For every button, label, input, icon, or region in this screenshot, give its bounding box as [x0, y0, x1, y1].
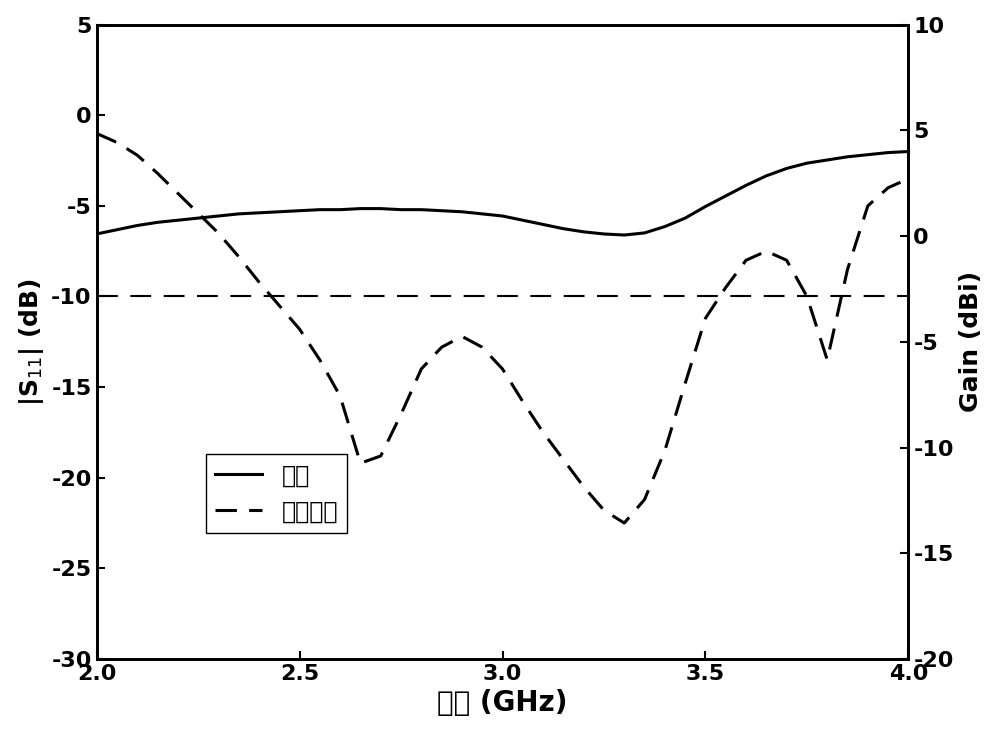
反射系数 [497, 365, 509, 374]
反射系数 [578, 482, 590, 491]
增益 [334, 206, 346, 214]
反射系数 [151, 169, 163, 178]
反射系数 [334, 392, 346, 401]
增益 [233, 209, 245, 218]
反射系数 [862, 201, 874, 210]
反射系数 [557, 455, 569, 464]
Y-axis label: Gain (dBi): Gain (dBi) [959, 272, 983, 413]
反射系数 [131, 150, 143, 159]
增益 [699, 202, 711, 211]
反射系数 [91, 129, 103, 138]
Y-axis label: |S$_{11}$| (dB): |S$_{11}$| (dB) [17, 278, 46, 406]
反射系数 [436, 343, 448, 352]
反射系数 [212, 229, 224, 238]
增益 [172, 216, 184, 225]
反射系数 [842, 265, 854, 274]
反射系数 [882, 184, 894, 192]
反射系数 [375, 451, 387, 460]
X-axis label: 频率 (GHz): 频率 (GHz) [437, 689, 568, 717]
反射系数 [294, 324, 306, 333]
增益 [720, 192, 732, 200]
增益 [618, 230, 630, 239]
增益 [862, 150, 874, 159]
增益 [111, 225, 123, 234]
Legend: 增益, 反射系数: 增益, 反射系数 [206, 454, 347, 533]
反射系数 [354, 459, 366, 468]
反射系数 [720, 283, 732, 292]
反射系数 [760, 247, 772, 255]
增益 [253, 208, 265, 217]
增益 [314, 206, 326, 214]
反射系数 [801, 292, 813, 301]
增益 [659, 222, 671, 231]
反射系数 [395, 410, 407, 418]
反射系数 [476, 343, 488, 352]
增益 [598, 230, 610, 239]
反射系数 [415, 365, 427, 374]
增益 [395, 206, 407, 214]
Line: 增益: 增益 [97, 151, 908, 235]
增益 [842, 153, 854, 161]
增益 [557, 225, 569, 233]
增益 [375, 204, 387, 213]
反射系数 [598, 506, 610, 515]
反射系数 [821, 355, 833, 364]
增益 [882, 148, 894, 157]
反射系数 [273, 301, 285, 310]
增益 [91, 230, 103, 239]
反射系数 [902, 174, 914, 183]
增益 [578, 228, 590, 236]
增益 [415, 206, 427, 214]
反射系数 [111, 138, 123, 147]
反射系数 [659, 446, 671, 455]
反射系数 [618, 519, 630, 528]
增益 [436, 206, 448, 215]
反射系数 [699, 314, 711, 323]
增益 [821, 156, 833, 164]
增益 [679, 214, 691, 222]
增益 [537, 220, 549, 229]
反射系数 [639, 495, 651, 504]
反射系数 [740, 256, 752, 265]
反射系数 [314, 355, 326, 364]
增益 [497, 211, 509, 220]
增益 [456, 208, 468, 217]
增益 [131, 221, 143, 230]
增益 [760, 172, 772, 181]
Line: 反射系数: 反射系数 [97, 134, 908, 523]
增益 [902, 147, 914, 156]
增益 [781, 164, 793, 172]
增益 [294, 206, 306, 215]
增益 [212, 211, 224, 220]
反射系数 [172, 189, 184, 197]
反射系数 [456, 332, 468, 341]
增益 [476, 209, 488, 218]
反射系数 [192, 208, 204, 217]
反射系数 [233, 252, 245, 261]
反射系数 [781, 256, 793, 265]
反射系数 [537, 428, 549, 437]
增益 [639, 228, 651, 237]
增益 [354, 204, 366, 213]
增益 [517, 216, 529, 225]
增益 [192, 214, 204, 222]
增益 [801, 159, 813, 167]
增益 [151, 218, 163, 227]
反射系数 [679, 379, 691, 388]
反射系数 [253, 277, 265, 286]
增益 [740, 181, 752, 190]
增益 [273, 208, 285, 217]
反射系数 [517, 397, 529, 406]
